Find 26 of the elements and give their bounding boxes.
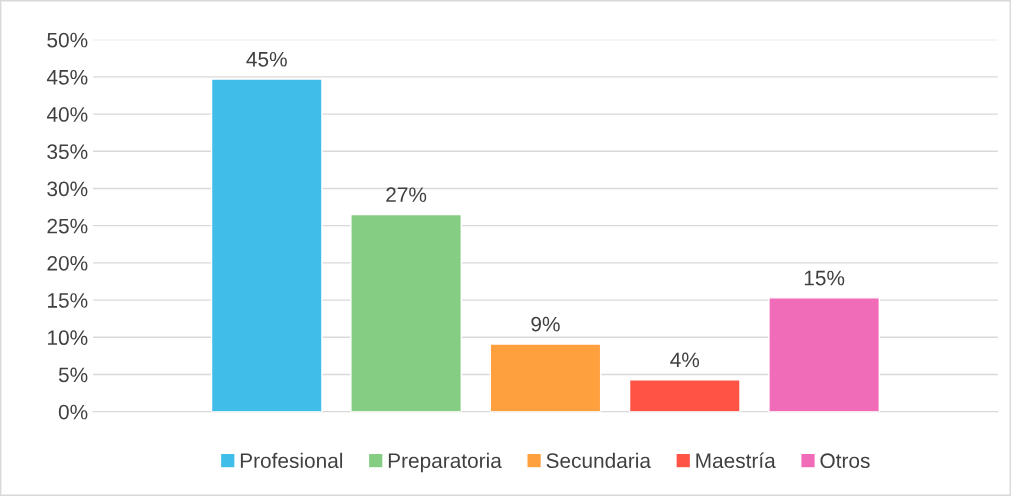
- data-label: 45%: [246, 52, 287, 67]
- data-label: 9%: [531, 316, 560, 332]
- bar: [210, 78, 323, 412]
- y-tick-label: 25%: [47, 218, 88, 234]
- bar: [350, 213, 462, 412]
- legend-label: Maestría: [696, 452, 776, 469]
- data-label: 15%: [804, 270, 845, 286]
- legend-label: Secundaria: [546, 452, 651, 469]
- y-tick-label: 50%: [47, 32, 88, 48]
- legend-label: Otros: [820, 453, 870, 469]
- data-label: 27%: [386, 187, 427, 202]
- bar: [768, 297, 881, 412]
- bar: [489, 343, 602, 412]
- y-tick-label: 0%: [58, 404, 88, 420]
- data-label: 4%: [670, 352, 700, 368]
- y-tick-label: 20%: [47, 255, 88, 271]
- legend-label: Profesional: [240, 452, 343, 469]
- y-tick-label: 35%: [47, 144, 88, 160]
- y-tick-label: 15%: [48, 293, 88, 308]
- legend-label: Preparatoria: [388, 452, 502, 473]
- y-tick-label: 5%: [58, 367, 88, 383]
- y-tick-label: 45%: [46, 69, 88, 85]
- bar: [628, 378, 741, 412]
- y-tick-label: 30%: [47, 181, 88, 197]
- y-tick-label: 40%: [46, 107, 88, 122]
- y-tick-label: 10%: [48, 330, 88, 346]
